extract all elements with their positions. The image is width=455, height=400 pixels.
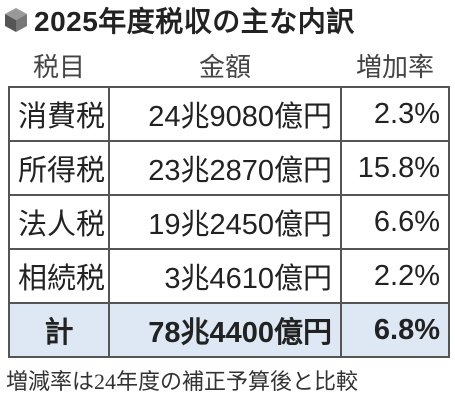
- cell: 相続税: [8, 248, 110, 304]
- data-row: 所得税 23兆2870億円 15.8%: [8, 140, 450, 196]
- cell: 2.3%: [340, 86, 450, 142]
- total-row: 計 78兆4400億円 6.8%: [8, 302, 450, 358]
- header-row: 税目 金額 増加率: [9, 44, 449, 87]
- cell: 2.2%: [340, 248, 450, 304]
- cell: 19兆2450億円: [108, 194, 342, 250]
- cell: 15.8%: [340, 140, 450, 196]
- cell: 24兆9080億円: [108, 86, 342, 142]
- tax-table: 税目 金額 増加率 消費税 24兆9080億円 2.3% 所得税 23兆2870億円 15…: [8, 44, 450, 358]
- title-bar: 2025年度税収の主な内訳: [0, 0, 455, 40]
- footnote: 増減率は24年度の補正予算後と比較: [6, 369, 359, 394]
- cell: 法人税: [8, 194, 110, 250]
- column-header: 増加率: [355, 51, 434, 82]
- data-row: 法人税 19兆2450億円 6.6%: [8, 194, 450, 250]
- data-row: 相続税 3兆4610億円 2.2%: [8, 248, 450, 304]
- cell: 所得税: [8, 140, 110, 196]
- table-body: 消費税 24兆9080億円 2.3% 所得税 23兆2870億円 15.8% 法人税 19兆2…: [8, 86, 450, 358]
- data-row: 消費税 24兆9080億円 2.3%: [8, 86, 450, 142]
- cube-icon: [5, 8, 27, 32]
- cell: 23兆2870億円: [108, 140, 342, 196]
- cell: 6.8%: [340, 302, 450, 358]
- cell: 消費税: [8, 86, 110, 142]
- cell: 78兆4400億円: [108, 302, 342, 358]
- title: 2025年度税収の主な内訳: [34, 6, 355, 37]
- cell: 3兆4610億円: [108, 248, 342, 304]
- column-header: 税目: [32, 51, 85, 82]
- cell: 計: [8, 302, 110, 358]
- cell: 6.6%: [340, 194, 450, 250]
- column-header: 金額: [198, 51, 251, 82]
